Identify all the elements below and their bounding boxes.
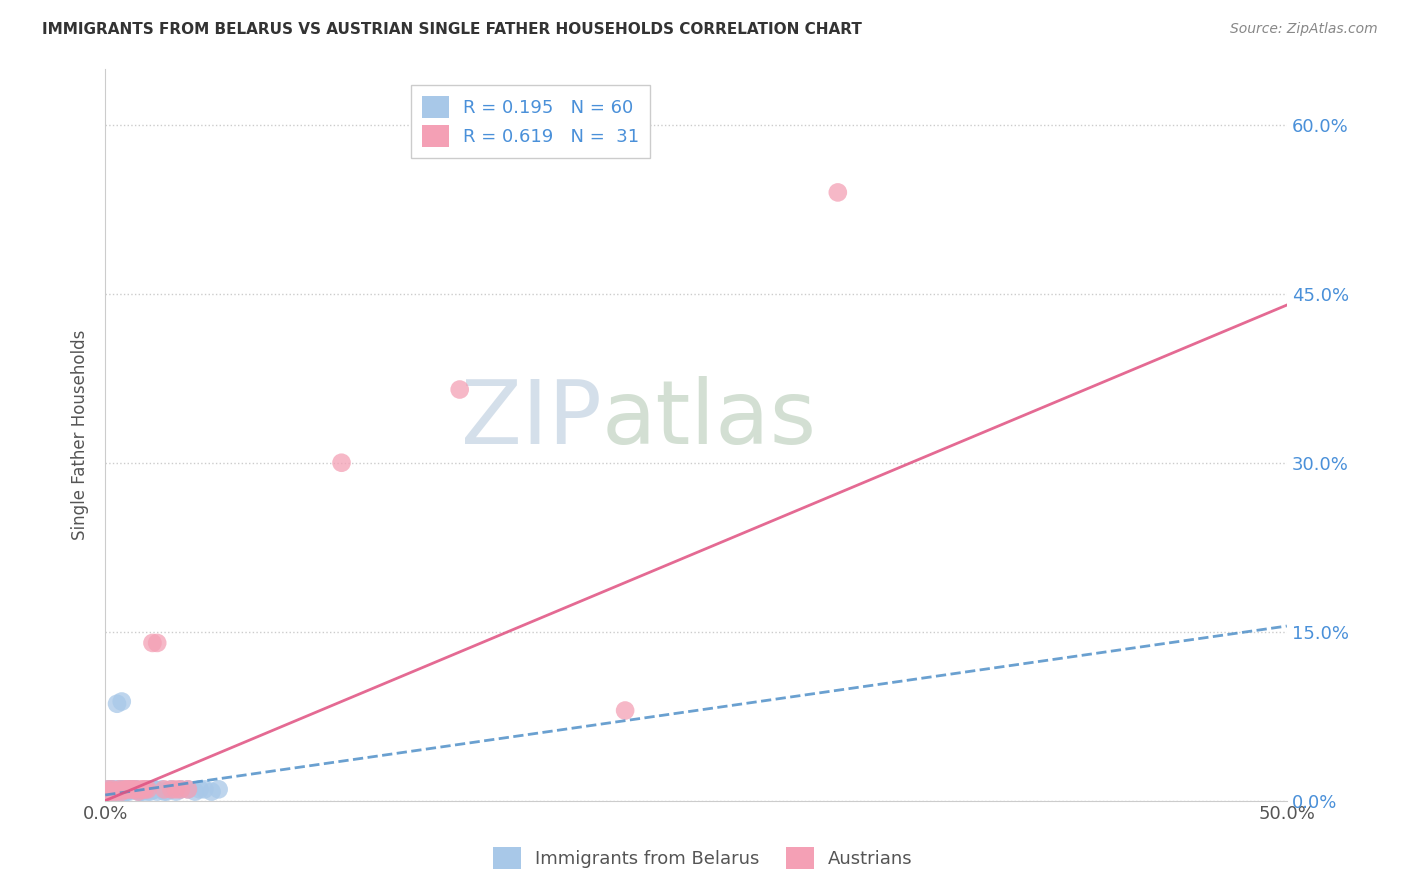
Point [136,784,159,798]
Point [141,636,163,650]
Point [105,784,128,798]
Point [108,784,131,798]
Point [208,782,231,797]
Point [170,782,193,797]
Text: atlas: atlas [602,376,817,464]
Point [111,784,134,798]
Point [94,784,117,798]
Point [97,784,120,798]
Point [146,636,169,650]
Point [112,784,135,798]
Point [188,782,211,797]
Point [125,782,148,797]
Legend: Immigrants from Belarus, Austrians: Immigrants from Belarus, Austrians [485,838,921,879]
Legend: R = 0.195   N = 60, R = 0.619   N =  31: R = 0.195 N = 60, R = 0.619 N = 31 [411,85,650,158]
Point [97,784,120,798]
Point [143,782,166,797]
Point [105,784,128,798]
Point [97,782,120,797]
Point [129,784,152,798]
Point [134,782,156,797]
Point [125,782,148,797]
Point [97,784,120,798]
Point [98,784,121,798]
Point [827,186,849,200]
Point [127,784,149,798]
Point [449,383,471,397]
Point [98,784,121,798]
Y-axis label: Single Father Households: Single Father Households [72,329,89,540]
Point [98,782,121,797]
Point [150,782,173,797]
Point [143,782,166,797]
Point [146,784,169,798]
Point [156,784,179,798]
Point [111,784,134,798]
Point [115,784,138,798]
Point [125,782,148,797]
Point [112,782,135,797]
Point [165,782,187,797]
Point [97,782,120,797]
Point [120,782,142,797]
Point [330,456,353,470]
Point [98,787,121,801]
Point [134,782,156,797]
Point [104,782,127,797]
Point [94,788,117,802]
Point [101,782,124,797]
Point [97,788,120,802]
Point [184,784,207,798]
Point [108,782,131,797]
Point [94,788,117,802]
Point [101,787,124,801]
Point [118,784,141,798]
Point [193,782,215,797]
Point [108,782,131,797]
Point [115,784,138,798]
Point [165,784,187,798]
Point [111,782,134,797]
Point [118,782,141,797]
Point [101,782,124,797]
Point [139,784,162,798]
Point [98,782,121,797]
Point [127,784,149,798]
Text: ZIP: ZIP [461,376,602,464]
Point [115,782,138,797]
Point [139,782,162,797]
Point [136,782,159,797]
Point [105,697,128,711]
Point [132,782,155,797]
Point [118,782,141,797]
Point [153,784,176,798]
Point [134,782,156,797]
Point [177,782,200,797]
Point [108,782,131,797]
Point [104,784,127,798]
Point [120,782,142,797]
Point [160,782,183,797]
Text: IMMIGRANTS FROM BELARUS VS AUSTRIAN SINGLE FATHER HOUSEHOLDS CORRELATION CHART: IMMIGRANTS FROM BELARUS VS AUSTRIAN SING… [42,22,862,37]
Point [122,782,145,797]
Point [160,782,183,797]
Point [101,784,124,798]
Point [122,782,145,797]
Point [112,782,135,797]
Point [111,694,134,708]
Point [132,784,155,798]
Point [129,784,152,798]
Point [120,782,142,797]
Point [105,784,128,798]
Point [177,782,200,797]
Point [200,784,222,798]
Point [141,782,163,797]
Point [614,704,637,718]
Point [170,782,193,797]
Point [104,784,127,798]
Point [129,782,152,797]
Point [153,782,176,797]
Text: Source: ZipAtlas.com: Source: ZipAtlas.com [1230,22,1378,37]
